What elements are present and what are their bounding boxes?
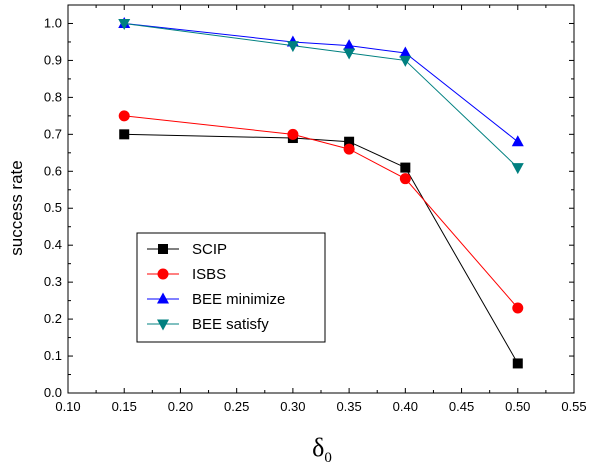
legend: SCIP ISBS BEE minimize BEE satisfy bbox=[136, 232, 326, 343]
data-point-scip bbox=[400, 162, 411, 173]
y-tick-label: 0.1 bbox=[44, 348, 62, 363]
data-point-bee-minimize bbox=[511, 135, 524, 147]
data-point-scip bbox=[512, 358, 523, 369]
y-axis-label: success rate bbox=[7, 160, 26, 255]
x-axis-label-main: δ bbox=[312, 433, 324, 462]
legend-label-scip: SCIP bbox=[192, 241, 227, 258]
data-point-bee-satisfy bbox=[343, 48, 356, 60]
y-tick-label: 0.7 bbox=[44, 126, 62, 141]
data-point-bee-satisfy bbox=[399, 55, 412, 67]
y-tick-label: 0.5 bbox=[44, 200, 62, 215]
y-tick-label: 1.0 bbox=[44, 15, 62, 30]
data-point-bee-minimize bbox=[399, 46, 412, 58]
y-tick-label: 0.3 bbox=[44, 274, 62, 289]
x-tick-label: 0.35 bbox=[336, 399, 361, 414]
x-tick-label: 0.25 bbox=[224, 399, 249, 414]
y-tick-label: 0.9 bbox=[44, 52, 62, 67]
x-tick-label: 0.40 bbox=[393, 399, 418, 414]
plot-area: 0.10 0.15 0.20 0.25 0.30 0.35 0.40 0.45 0.50 0.55… bbox=[44, 4, 587, 414]
x-tick-label: 0.50 bbox=[505, 399, 530, 414]
x-axis-label-subscript: 0 bbox=[324, 450, 332, 465]
data-point-bee-satisfy bbox=[511, 163, 524, 175]
data-point-scip bbox=[119, 129, 130, 140]
x-axis-label: δ0 bbox=[312, 433, 332, 465]
legend-marker-bee-satisfy bbox=[157, 319, 169, 331]
x-tick-label: 0.15 bbox=[112, 399, 137, 414]
data-point-isbs bbox=[399, 173, 411, 185]
data-point-bee-minimize bbox=[343, 39, 356, 51]
y-tick-label: 0.6 bbox=[44, 163, 62, 178]
legend-marker-bee-minimize bbox=[157, 292, 169, 304]
legend-marker-scip bbox=[158, 244, 168, 254]
legend-label-isbs: ISBS bbox=[192, 266, 226, 283]
data-point-bee-satisfy bbox=[118, 18, 131, 30]
x-tick-label: 0.45 bbox=[449, 399, 474, 414]
y-tick-label: 0.0 bbox=[44, 385, 62, 400]
y-tick-label: 0.2 bbox=[44, 311, 62, 326]
series-line-bee-minimize bbox=[124, 22, 519, 143]
y-tick-label: 0.8 bbox=[44, 89, 62, 104]
data-point-bee-satisfy bbox=[286, 41, 299, 53]
x-tick-label: 0.10 bbox=[55, 399, 80, 414]
x-tick-label: 0.55 bbox=[561, 399, 586, 414]
data-point-isbs bbox=[118, 110, 130, 122]
legend-label-bee-satisfy: BEE satisfy bbox=[192, 316, 269, 333]
y-tick-label: 0.4 bbox=[44, 237, 62, 252]
data-point-isbs bbox=[512, 302, 524, 314]
data-point-isbs bbox=[287, 128, 299, 140]
x-tick-label: 0.30 bbox=[280, 399, 305, 414]
legend-label-bee-minimize: BEE minimize bbox=[192, 291, 285, 308]
x-tick-label: 0.20 bbox=[168, 399, 193, 414]
data-point-scip bbox=[344, 136, 355, 147]
legend-marker-isbs bbox=[157, 268, 169, 280]
data-point-isbs bbox=[343, 143, 355, 155]
